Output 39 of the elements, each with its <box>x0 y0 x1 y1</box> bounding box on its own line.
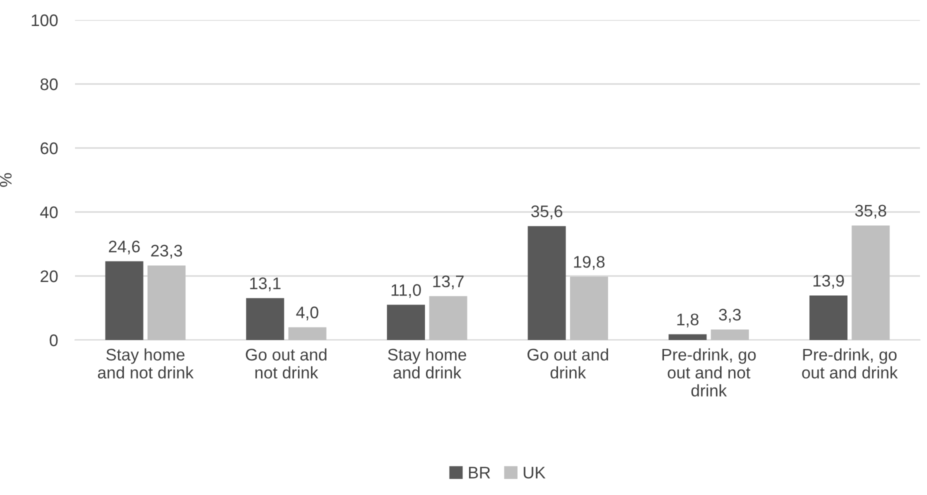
bar <box>386 304 425 340</box>
bar <box>668 334 707 340</box>
y-tick-label: 40 <box>40 206 58 218</box>
data-label: 11,0 <box>392 284 421 298</box>
x-tick-label: Go out and drink <box>528 348 608 379</box>
x-tick-label: Pre-drink, go out and not drink <box>662 348 756 396</box>
bar <box>429 296 468 340</box>
data-label: 13,1 <box>250 277 281 292</box>
data-label: 35,8 <box>855 204 886 219</box>
data-label: 4,0 <box>296 306 318 320</box>
y-tick-label: 80 <box>40 78 58 90</box>
bar <box>852 225 890 340</box>
data-label: 13,9 <box>814 274 844 289</box>
data-label: 35,6 <box>531 205 562 220</box>
bar <box>246 298 284 340</box>
bar <box>105 261 144 340</box>
x-tick-label: Stay home and drink <box>388 348 466 379</box>
bar <box>528 226 566 340</box>
data-label: 19,8 <box>574 256 605 270</box>
bar <box>570 276 608 340</box>
data-label: 24,6 <box>108 240 140 254</box>
y-tick-label: 20 <box>40 270 58 282</box>
y-tick-label: 0 <box>50 334 58 346</box>
x-tick-label: Stay home and not drink <box>98 348 194 379</box>
data-label: 3,3 <box>718 308 741 323</box>
y-axis-title: % <box>0 173 12 187</box>
bar <box>148 265 186 340</box>
data-label: 1,8 <box>677 314 698 328</box>
bar <box>710 329 749 340</box>
data-label: 13,7 <box>433 276 464 290</box>
x-tick-label: Pre-drink, go out and drink <box>802 348 898 379</box>
bar <box>288 327 326 340</box>
bar <box>809 296 848 340</box>
y-tick-label: 100 <box>32 14 58 26</box>
legend-label: BR <box>469 466 490 478</box>
x-tick-label: Go out and not drink <box>246 348 326 379</box>
legend-label: UK <box>524 466 546 479</box>
y-tick-label: 60 <box>40 142 58 154</box>
data-label: 23,3 <box>151 244 182 259</box>
